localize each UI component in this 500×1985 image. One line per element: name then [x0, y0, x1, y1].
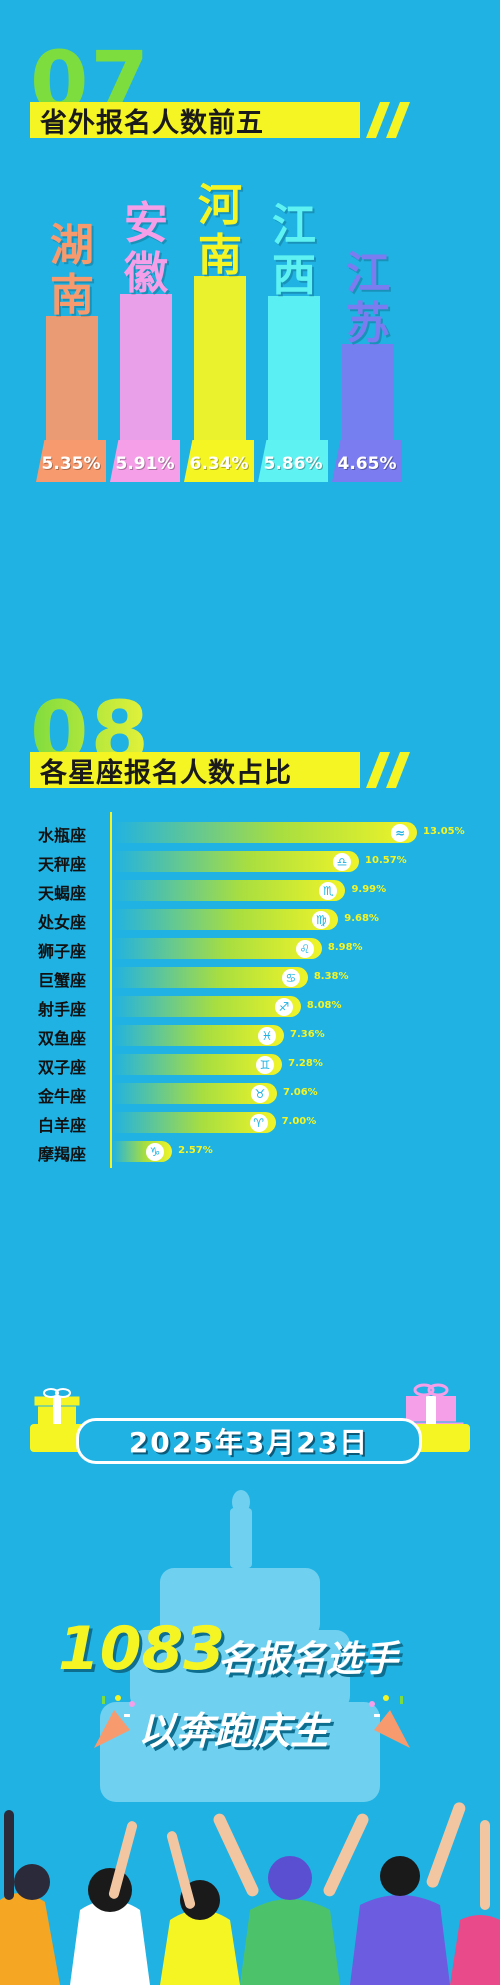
province-bar — [46, 316, 98, 440]
zodiac-bar — [112, 938, 322, 959]
zodiac-bar — [112, 996, 301, 1017]
zodiac-symbol-icon: ♑ — [146, 1142, 165, 1161]
cake-silhouette-icon — [100, 1490, 380, 1802]
province-label-char: 河 — [198, 180, 242, 232]
province-bar — [120, 293, 172, 440]
zodiac-value-label: 8.98% — [327, 942, 363, 953]
zodiac-symbol-icon: ♍ — [312, 910, 331, 929]
zodiac-bar — [112, 822, 417, 843]
section-08-title: 各星座报名人数占比 — [40, 757, 292, 789]
cheering-crowd-illustration — [0, 1802, 500, 1985]
zodiac-bar — [112, 1112, 276, 1133]
zodiac-value-label: 7.00% — [281, 1116, 317, 1127]
zodiac-label: 双鱼座 — [38, 1029, 87, 1048]
province-label-char: 南 — [50, 270, 94, 321]
zodiac-bar — [112, 1054, 283, 1075]
province-bar-base — [258, 440, 328, 482]
province-label-char: 南 — [198, 230, 242, 282]
province-label-char: 徽 — [124, 247, 168, 299]
slash-decoration-icon — [366, 752, 410, 788]
province-value-label: 5.91% — [115, 454, 175, 474]
zodiac-bar — [112, 909, 339, 930]
province-bar — [342, 344, 394, 440]
zodiac-bar — [112, 880, 346, 901]
zodiac-value-label: 9.68% — [344, 913, 379, 924]
province-label-char: 江 — [346, 248, 390, 299]
province-value-label: 4.65% — [337, 454, 397, 474]
zodiac-label: 天蝎座 — [38, 884, 87, 903]
zodiac-value-label: 8.38% — [313, 971, 349, 982]
province-label-char: 苏 — [346, 298, 390, 349]
zodiac-value-label: 13.05% — [423, 826, 465, 837]
zodiac-label: 金牛座 — [38, 1087, 87, 1106]
zodiac-symbol-icon: ♉ — [251, 1084, 269, 1103]
province-label-char: 西 — [272, 249, 316, 301]
province-value-label: 5.86% — [263, 454, 323, 474]
section-07-title: 省外报名人数前五 — [40, 107, 264, 139]
zodiac-symbol-icon: ♊ — [256, 1055, 275, 1074]
zodiac-symbol-icon: ♐ — [274, 997, 293, 1016]
province-bar-base — [110, 440, 180, 482]
zodiac-value-label: 7.36% — [290, 1029, 325, 1040]
zodiac-bar — [112, 1025, 284, 1046]
zodiac-label: 水瓶座 — [38, 826, 87, 845]
zodiac-value-label: 2.57% — [178, 1145, 213, 1156]
zodiac-bar — [112, 851, 360, 872]
zodiac-symbol-icon: ≈ — [391, 823, 409, 842]
zodiac-value-label: 9.99% — [351, 884, 387, 895]
zodiac-label: 巨蟹座 — [38, 971, 87, 990]
province-label-char: 安 — [124, 197, 168, 249]
zodiac-bar — [112, 967, 308, 988]
zodiac-bar — [112, 1083, 277, 1104]
section-08-title-bar: 各星座报名人数占比 — [30, 752, 360, 789]
zodiac-symbol-icon: ♌ — [295, 939, 314, 958]
zodiac-value-label: 7.06% — [283, 1087, 318, 1098]
zodiac-label: 射手座 — [38, 1000, 87, 1019]
zodiac-label: 摩羯座 — [38, 1145, 87, 1164]
province-bar-base — [184, 440, 254, 482]
zodiac-label: 处女座 — [38, 913, 87, 932]
party-popper-left-icon — [94, 1695, 135, 1748]
date-pill: 2025年3月23日 — [76, 1418, 422, 1464]
zodiac-label: 天秤座 — [38, 855, 87, 874]
province-bar — [268, 295, 320, 440]
province-bar-base — [36, 440, 106, 482]
zodiac-label: 狮子座 — [38, 942, 87, 961]
zodiac-symbol-icon: ♓ — [258, 1026, 276, 1045]
province-bar — [194, 276, 246, 440]
zodiac-value-label: 8.08% — [306, 1000, 342, 1011]
closing-line-2: 以奔跑庆生 — [138, 1709, 329, 1753]
province-label-char: 江 — [272, 199, 316, 251]
province-bar-base — [332, 440, 402, 482]
section-07-title-bar: 省外报名人数前五 — [30, 102, 360, 139]
zodiac-symbol-icon: ♋ — [281, 968, 300, 987]
zodiac-value-label: 7.28% — [288, 1058, 323, 1069]
province-label-char: 湖 — [50, 220, 94, 271]
province-value-label: 5.35% — [41, 454, 101, 474]
party-popper-right-icon — [369, 1695, 410, 1748]
participant-count: 1083 — [58, 1614, 225, 1684]
zodiac-label: 白羊座 — [38, 1116, 87, 1135]
zodiac-symbol-icon: ♏ — [319, 881, 338, 900]
zodiac-label: 双子座 — [38, 1058, 87, 1077]
zodiac-value-label: 10.57% — [365, 855, 407, 866]
zodiac-symbol-icon: ♎ — [333, 852, 352, 871]
zodiac-axis-line — [110, 812, 112, 1168]
province-value-label: 6.34% — [189, 454, 249, 474]
closing-line-1: 名报名选手 — [218, 1639, 399, 1680]
slash-decoration-icon — [366, 102, 410, 138]
zodiac-symbol-icon: ♈ — [249, 1113, 268, 1132]
